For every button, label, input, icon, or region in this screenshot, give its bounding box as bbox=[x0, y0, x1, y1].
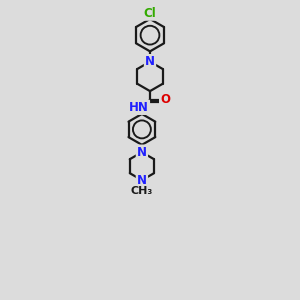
Text: Cl: Cl bbox=[144, 7, 156, 20]
Text: CH₃: CH₃ bbox=[131, 186, 153, 196]
Text: N: N bbox=[145, 55, 155, 68]
Text: HN: HN bbox=[129, 101, 149, 114]
Text: O: O bbox=[160, 93, 170, 106]
Text: N: N bbox=[137, 146, 147, 159]
Text: N: N bbox=[137, 174, 147, 187]
